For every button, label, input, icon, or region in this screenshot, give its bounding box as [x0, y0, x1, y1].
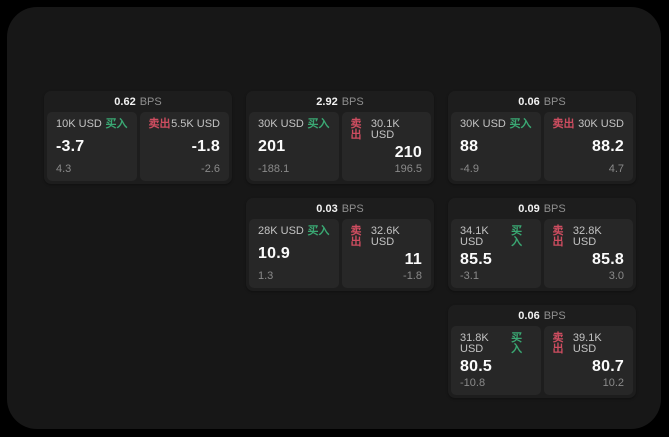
- sell-side-label: 卖出: [148, 118, 171, 130]
- quote-card-body: 30K USD 买入 88 -4.9 卖出 30K USD 88.2 4.7: [448, 112, 636, 184]
- sell-price: 11: [404, 250, 422, 268]
- sell-sub-value: -2.6: [201, 163, 220, 175]
- sell-size-label: 39.1K USD: [572, 332, 602, 355]
- quote-card-2: 2.92 BPS 30K USD 买入 201 -188.1 卖出 30.1K …: [246, 91, 434, 184]
- buy-price: 88: [460, 138, 479, 155]
- sell-price: 80.7: [592, 357, 624, 375]
- sell-side-label: 卖出: [552, 225, 564, 248]
- quote-card-body: 31.8K USD 买入 80.5 -10.8 卖出 39.1K USD 80.…: [448, 326, 636, 398]
- quote-card-body: 10K USD 买入 -3.7 4.3 卖出 5.5K USD -1.8 -2.…: [44, 112, 232, 184]
- sell-side-label: 卖出: [552, 332, 564, 355]
- buy-panel[interactable]: 30K USD 买入 88 -4.9: [451, 112, 541, 181]
- buy-price: 10.9: [258, 245, 290, 262]
- buy-price: 80.5: [460, 357, 492, 375]
- bps-value: 0.06: [518, 309, 540, 322]
- buy-panel[interactable]: 28K USD 买入 10.9 1.3: [249, 219, 339, 288]
- sell-panel[interactable]: 卖出 5.5K USD -1.8 -2.6: [139, 112, 229, 181]
- buy-size-label: 31.8K USD: [460, 332, 489, 355]
- bps-value: 0.09: [518, 202, 540, 215]
- buy-panel[interactable]: 30K USD 买入 201 -188.1: [249, 112, 339, 181]
- quote-card-3: 0.06 BPS 30K USD 买入 88 -4.9 卖出 30K USD 8…: [448, 91, 636, 184]
- bps-value: 0.62: [114, 95, 136, 108]
- buy-sub-value: -3.1: [460, 270, 479, 282]
- sell-price: 210: [394, 143, 422, 161]
- buy-side-label: 买入: [509, 118, 532, 130]
- buy-panel[interactable]: 34.1K USD 买入 85.5 -3.1: [451, 219, 541, 288]
- quote-card-5: 0.09 BPS 34.1K USD 买入 85.5 -3.1 卖出 32.8K…: [448, 198, 636, 291]
- buy-sub-value: -188.1: [258, 163, 290, 175]
- sell-sub-value: 196.5: [394, 163, 422, 175]
- bps-header: 0.09 BPS: [448, 198, 636, 219]
- sell-side-label: 卖出: [552, 118, 575, 130]
- bps-unit-label: BPS: [543, 95, 566, 108]
- sell-size-label: 32.6K USD: [370, 225, 400, 248]
- buy-price: 201: [258, 138, 286, 155]
- buy-sub-value: 4.3: [56, 163, 72, 175]
- buy-size-label: 30K USD: [460, 118, 506, 130]
- buy-price: 85.5: [460, 250, 492, 268]
- sell-price: 85.8: [592, 250, 624, 268]
- buy-sub-value: 1.3: [258, 270, 274, 282]
- sell-price: 88.2: [592, 138, 624, 155]
- quote-card-6: 0.06 BPS 31.8K USD 买入 80.5 -10.8 卖出 39.1…: [448, 305, 636, 398]
- buy-panel[interactable]: 10K USD 买入 -3.7 4.3: [47, 112, 137, 181]
- sell-panel[interactable]: 卖出 32.6K USD 11 -1.8: [341, 219, 431, 288]
- bps-value: 0.03: [316, 202, 338, 215]
- buy-price: -3.7: [56, 138, 85, 155]
- sell-sub-value: 4.7: [608, 163, 624, 175]
- buy-sub-value: -10.8: [460, 377, 486, 389]
- bps-header: 0.06 BPS: [448, 305, 636, 326]
- sell-size-label: 30.1K USD: [370, 118, 400, 141]
- bps-value: 0.06: [518, 95, 540, 108]
- buy-side-label: 买入: [511, 225, 523, 248]
- bps-unit-label: BPS: [341, 202, 364, 215]
- buy-side-label: 买入: [307, 225, 330, 237]
- bps-unit-label: BPS: [543, 202, 566, 215]
- sell-size-label: 32.8K USD: [572, 225, 602, 248]
- sell-sub-value: -1.8: [403, 270, 422, 282]
- bps-header: 0.03 BPS: [246, 198, 434, 219]
- sell-sub-value: 3.0: [608, 270, 624, 282]
- buy-size-label: 10K USD: [56, 118, 102, 130]
- sell-panel[interactable]: 卖出 39.1K USD 80.7 10.2: [543, 326, 633, 395]
- buy-panel[interactable]: 31.8K USD 买入 80.5 -10.8: [451, 326, 541, 395]
- quote-card-body: 28K USD 买入 10.9 1.3 卖出 32.6K USD 11 -1.8: [246, 219, 434, 291]
- sell-size-label: 30K USD: [578, 118, 624, 130]
- buy-size-label: 30K USD: [258, 118, 304, 130]
- app-frame: 0.62 BPS 10K USD 买入 -3.7 4.3 卖出 5.5K USD…: [7, 7, 661, 429]
- sell-panel[interactable]: 卖出 30K USD 88.2 4.7: [543, 112, 633, 181]
- sell-panel[interactable]: 卖出 30.1K USD 210 196.5: [341, 112, 431, 181]
- sell-size-label: 5.5K USD: [171, 118, 220, 130]
- sell-sub-value: 10.2: [602, 377, 624, 389]
- quote-card-body: 30K USD 买入 201 -188.1 卖出 30.1K USD 210 1…: [246, 112, 434, 184]
- bps-unit-label: BPS: [139, 95, 162, 108]
- sell-side-label: 卖出: [350, 118, 362, 141]
- quote-card-1: 0.62 BPS 10K USD 买入 -3.7 4.3 卖出 5.5K USD…: [44, 91, 232, 184]
- buy-size-label: 28K USD: [258, 225, 304, 237]
- bps-header: 0.62 BPS: [44, 91, 232, 112]
- sell-panel[interactable]: 卖出 32.8K USD 85.8 3.0: [543, 219, 633, 288]
- buy-side-label: 买入: [307, 118, 330, 130]
- buy-size-label: 34.1K USD: [460, 225, 489, 248]
- bps-header: 0.06 BPS: [448, 91, 636, 112]
- bps-header: 2.92 BPS: [246, 91, 434, 112]
- bps-value: 2.92: [316, 95, 338, 108]
- buy-side-label: 买入: [511, 332, 523, 355]
- sell-price: -1.8: [191, 138, 220, 155]
- quote-card-body: 34.1K USD 买入 85.5 -3.1 卖出 32.8K USD 85.8…: [448, 219, 636, 291]
- bps-unit-label: BPS: [341, 95, 364, 108]
- buy-sub-value: -4.9: [460, 163, 479, 175]
- sell-side-label: 卖出: [350, 225, 362, 248]
- bps-unit-label: BPS: [543, 309, 566, 322]
- buy-side-label: 买入: [105, 118, 128, 130]
- quote-card-4: 0.03 BPS 28K USD 买入 10.9 1.3 卖出 32.6K US…: [246, 198, 434, 291]
